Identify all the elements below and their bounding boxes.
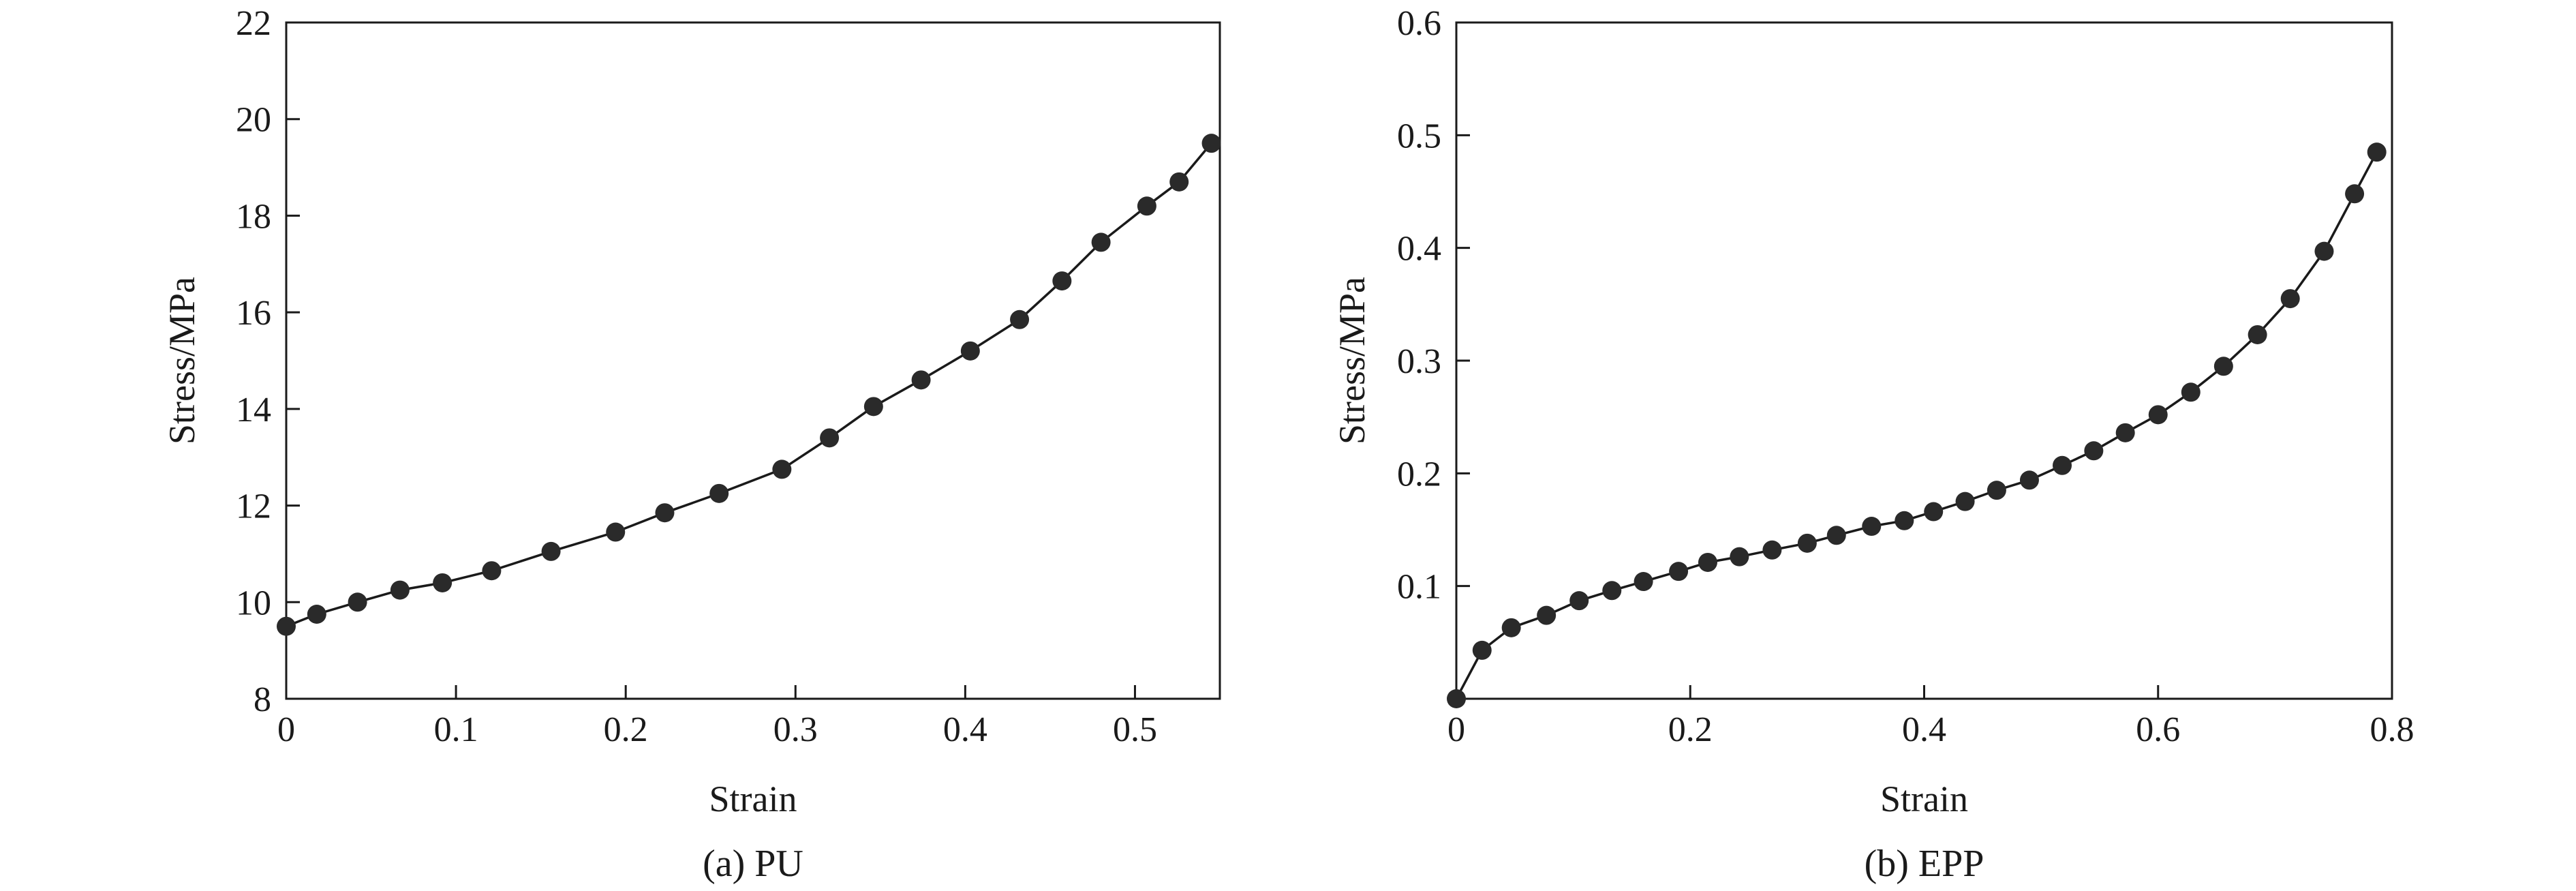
x-axis-label: Strain — [1880, 779, 1968, 819]
y-tick-label: 16 — [236, 294, 271, 333]
data-point — [1169, 172, 1189, 192]
data-point — [1501, 618, 1521, 637]
data-point — [2367, 142, 2387, 162]
x-tick-label: 0.4 — [1902, 710, 1946, 749]
y-tick-label: 10 — [236, 584, 271, 622]
data-point — [1137, 196, 1156, 216]
series-line — [1455, 151, 2378, 699]
x-tick-label: 0.2 — [604, 710, 648, 749]
y-tick-label: 22 — [236, 4, 271, 43]
data-point — [1730, 547, 1749, 567]
data-point — [277, 616, 296, 636]
data-point — [1201, 134, 1221, 153]
plot-area-frame — [1455, 21, 2393, 700]
data-point — [863, 397, 883, 417]
data-point — [1447, 689, 1466, 708]
data-point — [2019, 470, 2039, 490]
data-point — [1987, 481, 2006, 500]
data-point — [911, 370, 931, 390]
data-point — [1602, 581, 1622, 601]
y-axis-label: Stress/MPa — [162, 277, 202, 444]
y-tick-labels: 0.1 0.2 0.3 0.4 0.5 0.6 — [1397, 4, 1441, 607]
data-point — [2314, 241, 2334, 261]
x-tick-labels: 0 0.1 0.2 0.3 0.4 0.5 — [277, 710, 1157, 749]
x-axis-label: Strain — [709, 779, 797, 819]
x-tick-label: 0 — [277, 710, 295, 749]
data-point — [820, 428, 840, 448]
data-point — [772, 459, 792, 479]
data-point — [655, 503, 675, 523]
data-point — [307, 605, 326, 624]
x-tick-label: 0.1 — [434, 710, 478, 749]
y-tick-labels: 8 10 12 14 16 18 20 22 — [236, 4, 271, 719]
x-tick-label: 0.6 — [2136, 710, 2180, 749]
data-point — [2115, 423, 2135, 442]
plot-area-frame — [285, 21, 1221, 700]
data-point — [1698, 552, 1717, 572]
data-point — [541, 541, 561, 561]
x-tick-label: 0.4 — [943, 710, 987, 749]
data-point — [1762, 540, 1782, 560]
data-point — [1895, 511, 1914, 530]
x-tick-label: 0.5 — [1113, 710, 1157, 749]
chart-epp: 0 0.2 0.4 0.6 0.8 0.10.20.30.40.50.6 Strain … — [1332, 4, 2414, 885]
tick-marks — [1455, 21, 2393, 699]
y-tick-label: 0.4 — [1397, 230, 1441, 269]
series-pu — [277, 134, 1221, 636]
series-epp — [1447, 142, 2387, 708]
y-tick-label: 18 — [236, 197, 271, 236]
data-point — [1091, 232, 1111, 252]
data-markers — [277, 134, 1221, 636]
data-point — [1826, 526, 1846, 545]
data-point — [2148, 405, 2168, 425]
y-tick-label: 14 — [236, 391, 271, 429]
chart-caption: (a) PU — [703, 843, 803, 885]
data-point — [2053, 455, 2072, 475]
data-point — [606, 522, 626, 542]
data-point — [2248, 324, 2267, 344]
data-markers — [1447, 142, 2387, 708]
data-point — [1924, 502, 1944, 522]
y-tick-label: 0.6 — [1397, 4, 1441, 43]
y-tick-label: 20 — [236, 101, 271, 140]
data-point — [2181, 382, 2201, 402]
chart-caption: (b) EPP — [1865, 843, 1984, 885]
y-tick-label: 0.3 — [1397, 342, 1441, 381]
x-tick-label: 0.3 — [773, 710, 818, 749]
x-tick-label: 0 — [1447, 710, 1465, 749]
data-point — [348, 592, 367, 612]
data-point — [1052, 271, 1072, 291]
data-point — [433, 573, 453, 592]
y-tick-label: 8 — [254, 680, 271, 719]
data-point — [1569, 591, 1589, 611]
y-tick-label: 0.1 — [1397, 568, 1441, 607]
data-point — [1669, 562, 1689, 582]
x-tick-label: 0.8 — [2370, 710, 2414, 749]
data-point — [1797, 533, 1817, 553]
data-point — [709, 483, 729, 503]
data-point — [1862, 517, 1882, 537]
y-tick-label: 0.2 — [1397, 455, 1441, 494]
data-point — [390, 580, 410, 600]
data-point — [2213, 357, 2233, 376]
tick-marks — [285, 21, 1136, 700]
data-point — [2345, 184, 2365, 204]
data-point — [2280, 289, 2300, 309]
y-axis-label: Stress/MPa — [1332, 277, 1373, 444]
data-point — [1634, 572, 1653, 592]
data-point — [1472, 640, 1492, 660]
data-point — [2084, 441, 2104, 461]
data-point — [960, 341, 980, 361]
data-point — [1537, 605, 1557, 625]
data-point — [1010, 309, 1030, 329]
y-tick-label: 12 — [236, 487, 271, 526]
series-line — [286, 142, 1212, 628]
data-point — [482, 561, 502, 581]
x-tick-labels: 0 0.2 0.4 0.6 0.8 — [1447, 710, 2414, 749]
data-point — [1955, 492, 1975, 511]
y-tick-label: 0.5 — [1397, 117, 1441, 155]
x-tick-label: 0.2 — [1668, 710, 1713, 749]
